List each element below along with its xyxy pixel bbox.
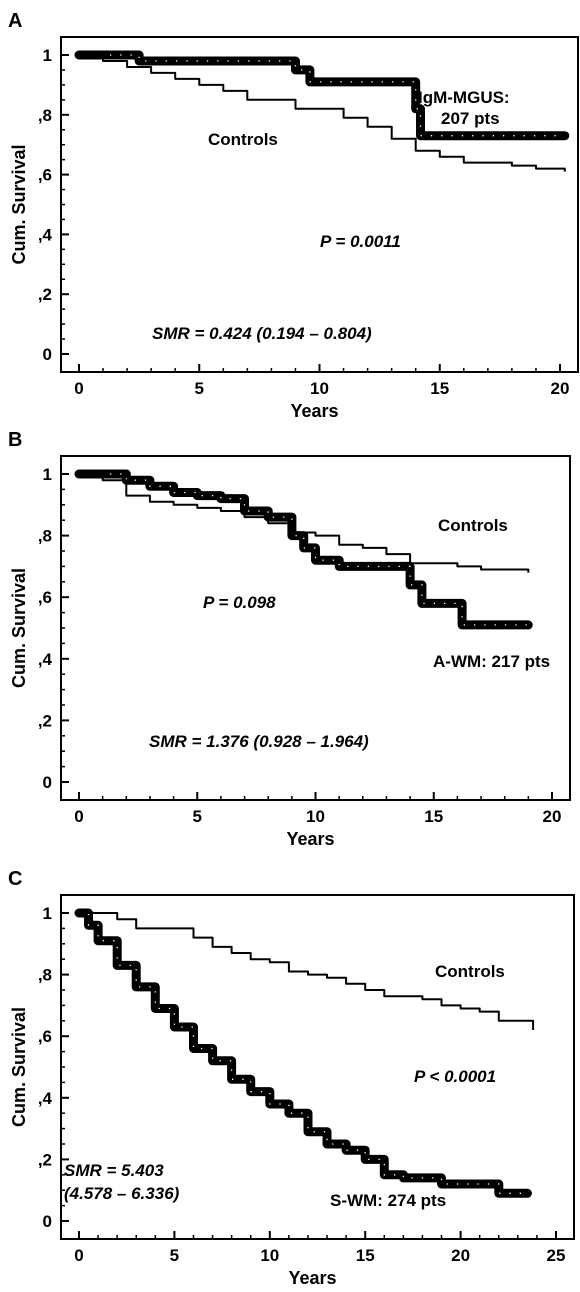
smr-line1: SMR = 5.403 xyxy=(64,1161,164,1180)
x-tick-label: 0 xyxy=(74,1246,83,1265)
y-tick-label: ,4 xyxy=(38,1089,53,1108)
y-tick-label: ,4 xyxy=(38,650,53,669)
y-axis-title: Cum. Survival xyxy=(9,144,29,264)
panel-c: C Controls P < 0.0001 SMR = 5.403 (4.578… xyxy=(8,868,575,1288)
censor-marks xyxy=(79,912,528,1194)
x-tick-label: 10 xyxy=(260,1246,279,1265)
x-tick-label: 20 xyxy=(451,1246,470,1265)
y-tick-label: 0 xyxy=(43,345,52,364)
panel-letter-a: A xyxy=(8,10,22,32)
p-value: P = 0.0011 xyxy=(320,232,401,251)
y-tick-label: ,6 xyxy=(38,1027,52,1046)
y-tick-label: ,8 xyxy=(38,966,52,985)
controls-label: Controls xyxy=(435,962,505,981)
x-axis-title: Years xyxy=(286,829,334,849)
patient-survival-curve xyxy=(74,50,570,141)
y-tick-label: ,6 xyxy=(38,166,52,185)
censor-marks xyxy=(79,473,529,626)
panel-letter-c: C xyxy=(8,868,22,890)
x-tick-label: 0 xyxy=(74,379,83,398)
y-axis-title: Cum. Survival xyxy=(9,568,29,688)
controls-survival-curve xyxy=(79,473,530,573)
x-tick-label: 20 xyxy=(551,379,570,398)
y-tick-label: ,4 xyxy=(38,225,53,244)
controls-label: Controls xyxy=(208,130,278,149)
controls-label: Controls xyxy=(438,516,508,535)
x-tick-label: 15 xyxy=(424,807,443,826)
series-label-line2: 207 pts xyxy=(441,109,500,128)
y-tick-label: ,8 xyxy=(38,106,52,125)
y-tick-label: ,6 xyxy=(38,588,52,607)
p-value: P < 0.0001 xyxy=(414,1067,496,1086)
y-tick-label: 1 xyxy=(43,46,52,65)
x-axis-title: Years xyxy=(288,1268,336,1288)
patient-survival-curve xyxy=(74,908,532,1198)
x-tick-label: 10 xyxy=(310,379,329,398)
x-tick-label: 15 xyxy=(356,1246,375,1265)
x-tick-label: 5 xyxy=(170,1246,179,1265)
panel-letter-b: B xyxy=(8,429,22,451)
y-tick-label: ,8 xyxy=(38,527,52,546)
y-tick-label: 1 xyxy=(43,465,52,484)
panel-a: A IgM-MGUS: 207 pts Controls P = 0.0011 … xyxy=(8,10,579,421)
controls-survival-curve xyxy=(79,54,566,172)
y-tick-label: ,2 xyxy=(38,711,52,730)
y-axis-title: Cum. Survival xyxy=(9,1007,29,1127)
y-tick-label: ,2 xyxy=(38,1150,52,1169)
x-tick-label: 20 xyxy=(543,807,562,826)
y-tick-label: 0 xyxy=(43,773,52,792)
series-label-line1: IgM-MGUS: xyxy=(418,88,510,107)
y-tick-label: 0 xyxy=(43,1212,52,1231)
p-value: P = 0.098 xyxy=(203,593,276,612)
x-tick-label: 0 xyxy=(74,807,83,826)
y-tick-label: ,2 xyxy=(38,285,52,304)
smr-value: SMR = 0.424 (0.194 – 0.804) xyxy=(152,324,372,343)
smr-value: SMR = 1.376 (0.928 – 1.964) xyxy=(149,732,369,751)
x-tick-label: 25 xyxy=(547,1246,566,1265)
y-tick-label: 1 xyxy=(43,904,52,923)
patient-survival-curve xyxy=(74,469,533,630)
series-label: A-WM: 217 pts xyxy=(433,652,550,671)
x-tick-label: 5 xyxy=(195,379,204,398)
controls-survival-curve xyxy=(79,912,535,1030)
series-label: S-WM: 274 pts xyxy=(330,1191,446,1210)
panel-b: B Controls P = 0.098 A-WM: 217 pts SMR =… xyxy=(8,429,571,849)
x-axis-title: Years xyxy=(290,401,338,421)
x-tick-label: 15 xyxy=(430,379,449,398)
x-tick-label: 5 xyxy=(193,807,202,826)
smr-line2: (4.578 – 6.336) xyxy=(64,1184,180,1203)
x-tick-label: 10 xyxy=(306,807,325,826)
